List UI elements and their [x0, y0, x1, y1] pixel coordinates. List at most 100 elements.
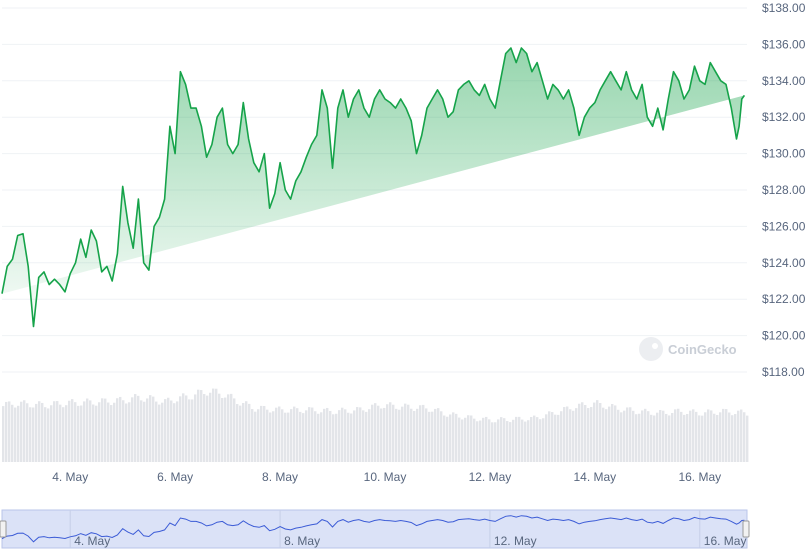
y-tick-label: $124.00 [762, 256, 806, 270]
y-axis-ticks: $118.00 $120.00 $122.00 $124.00 $126.00 $128.… [762, 1, 806, 379]
volume-bar [542, 418, 545, 462]
volume-bar [305, 410, 308, 462]
volume-bar [497, 419, 500, 462]
volume-bar [173, 403, 176, 462]
volume-bar [95, 405, 98, 462]
volume-bar [212, 388, 215, 462]
volume-bar [491, 422, 494, 462]
volume-bar [128, 402, 131, 462]
volume-bar [581, 402, 584, 462]
volume-bar [656, 412, 659, 462]
y-tick-label: $128.00 [762, 183, 806, 197]
volume-bar [341, 407, 344, 462]
volume-bar [71, 399, 74, 462]
navigator-tick-label: 8. May [284, 534, 320, 548]
volume-bar [722, 408, 725, 462]
volume-bar [104, 398, 107, 462]
volume-bar [740, 409, 743, 462]
volume-bar [419, 405, 422, 462]
volume-bar [611, 403, 614, 462]
volume-bar [437, 408, 440, 462]
volume-bar [266, 409, 269, 462]
volume-bar [206, 395, 209, 462]
volume-bar [602, 407, 605, 462]
volume-bar [650, 414, 653, 462]
navigator[interactable]: 4. May 8. May 12. May 16. May [0, 509, 750, 549]
volume-bar [698, 415, 701, 462]
volume-bar [296, 408, 299, 462]
volume-bar [56, 401, 59, 462]
volume-bar [713, 413, 716, 462]
volume-bar [590, 407, 593, 462]
x-axis-ticks: 4. May 6. May 8. May 10. May 12. May 14. May 1… [52, 470, 721, 484]
volume-bar [365, 411, 368, 462]
volume-bar [140, 400, 143, 462]
volume-bar [455, 413, 458, 462]
volume-bar [425, 408, 428, 462]
x-tick-label: 4. May [52, 470, 88, 484]
volume-bar [674, 409, 677, 462]
volume-bar [446, 416, 449, 462]
volume-bar [371, 404, 374, 462]
volume-bar [725, 409, 728, 462]
volume-bar [218, 393, 221, 462]
volume-bar [107, 402, 110, 462]
volume-bar [695, 411, 698, 462]
volume-bar [641, 410, 644, 462]
navigator-handle-left[interactable] [0, 520, 7, 538]
volume-bar [710, 410, 713, 462]
volume-bar [653, 415, 656, 462]
volume-bar [527, 420, 530, 462]
volume-bar [350, 413, 353, 462]
volume-bar [377, 405, 380, 462]
price-area [2, 48, 745, 327]
volume-bar [662, 410, 665, 462]
y-tick-label: $126.00 [762, 219, 806, 233]
volume-bar [230, 393, 233, 462]
volume-bar [563, 407, 566, 462]
volume-bar [302, 413, 305, 462]
volume-bar [29, 407, 32, 462]
volume-bar [77, 405, 80, 462]
volume-bar [242, 403, 245, 462]
volume-bar [524, 421, 527, 462]
y-tick-label: $134.00 [762, 74, 806, 88]
volume-bar [152, 396, 155, 462]
volume-bar [605, 409, 608, 462]
volume-bar [209, 392, 212, 462]
volume-bar [80, 405, 83, 462]
volume-bar [83, 401, 86, 462]
volume-bar [407, 404, 410, 462]
volume-bar [260, 405, 263, 462]
volume-bar [287, 412, 290, 462]
volume-bar [278, 406, 281, 462]
volume-bar [143, 401, 146, 462]
volume-bar [290, 409, 293, 462]
volume-bar [719, 412, 722, 462]
volume-bar [467, 415, 470, 462]
volume-bar [629, 407, 632, 462]
x-tick-label: 10. May [364, 470, 407, 484]
volume-bar [449, 414, 452, 462]
volume-bar [98, 402, 101, 462]
x-tick-label: 14. May [574, 470, 617, 484]
volume-bar [101, 398, 104, 462]
volume-bar [224, 397, 227, 462]
volume-bar [632, 410, 635, 462]
navigator-handle-right[interactable] [742, 520, 750, 538]
volume-bar [383, 407, 386, 462]
volume-bar [500, 417, 503, 462]
volume-bar [323, 408, 326, 462]
volume-bar [413, 410, 416, 462]
volume-bar [221, 398, 224, 462]
x-tick-label: 8. May [262, 470, 298, 484]
volume-bar [683, 414, 686, 462]
volume-bar [44, 407, 47, 462]
volume-bar [158, 404, 161, 462]
volume-bar [512, 419, 515, 462]
volume-bar [398, 409, 401, 462]
volume-bar [245, 401, 248, 462]
volume-bar [65, 405, 68, 462]
navigator-window[interactable] [1, 509, 748, 549]
